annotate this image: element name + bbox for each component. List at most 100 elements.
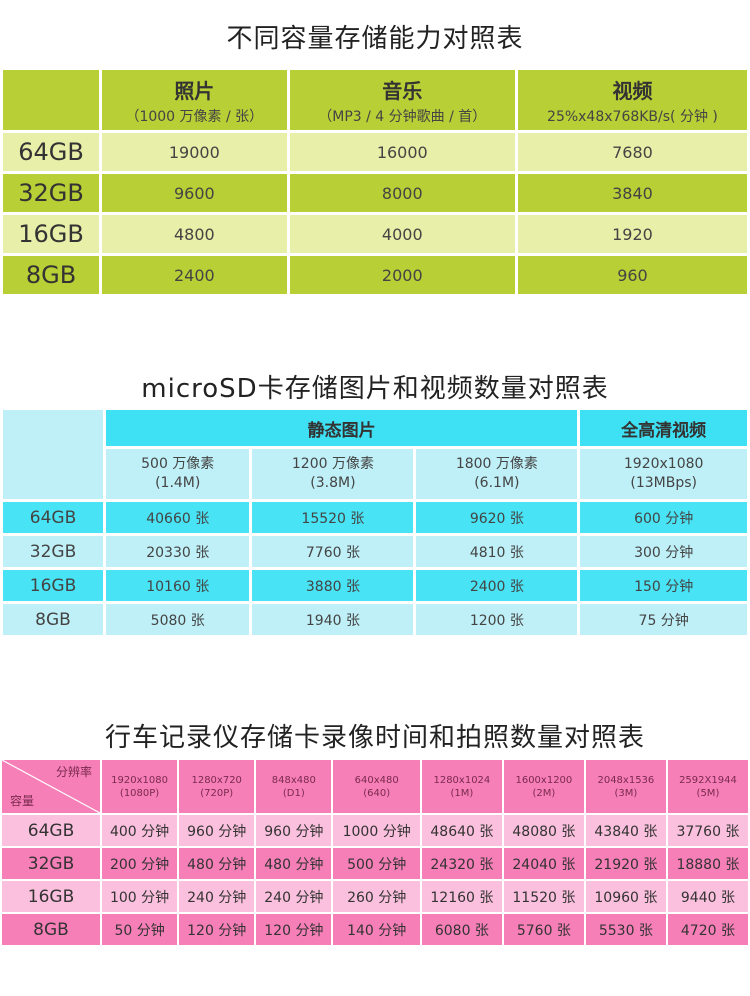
table-cell: 12160 张 xyxy=(421,881,502,912)
section2-title: microSD卡存储图片和视频数量对照表 xyxy=(141,374,609,404)
table-row: 8GB 50 分钟 120 分钟 120 分钟 140 分钟 6080 张 57… xyxy=(2,914,748,945)
table-row: 16GB 10160 张 3880 张 2400 张 150 分钟 xyxy=(3,570,747,601)
header-corner: 分辨率 容量 xyxy=(2,760,100,813)
header-video: 视频 25%x48x768KB/s( 分钟 ) xyxy=(517,70,747,130)
table-cell: 10960 张 xyxy=(585,881,666,912)
table-cell: 16000 xyxy=(289,133,515,171)
table-cell: 140 分钟 xyxy=(333,914,420,945)
table-cell: 1200 张 xyxy=(416,604,578,635)
header-fullhd-video: 全高清视频 xyxy=(580,410,747,446)
table-cell: 300 分钟 xyxy=(580,536,747,567)
table-cell: 2400 xyxy=(102,256,287,294)
table-cell: 200 分钟 xyxy=(102,848,178,879)
table-cell: 240 分钟 xyxy=(179,881,255,912)
capacity-cell: 16GB xyxy=(3,570,103,601)
header-music: 音乐 （MP3 / 4 分钟歌曲 / 首） xyxy=(289,70,515,130)
table-cell: 6080 张 xyxy=(421,914,502,945)
diagonal-divider xyxy=(2,760,100,813)
table-cell: 3840 xyxy=(517,174,747,212)
table-cell: 21920 张 xyxy=(585,848,666,879)
table-header-row: 分辨率 容量 1920x1080 (1080P) 1280x720 (720P) 8… xyxy=(2,760,748,813)
table-cell: 960 分钟 xyxy=(179,815,255,846)
table-cell: 5530 张 xyxy=(585,914,666,945)
capacity-cell: 32GB xyxy=(3,174,99,212)
corner-label-resolution: 分辨率 xyxy=(55,765,92,779)
table-cell: 960 xyxy=(517,256,747,294)
table-cell: 4800 xyxy=(102,215,287,253)
table-row: 64GB 40660 张 15520 张 9620 张 600 分钟 xyxy=(3,502,747,533)
table-cell: 4000 xyxy=(289,215,515,253)
table-cell: 24320 张 xyxy=(421,848,502,879)
table-row: 64GB 400 分钟 960 分钟 960 分钟 1000 分钟 48640 … xyxy=(2,815,748,846)
table-cell: 7680 xyxy=(517,133,747,171)
header-resolution: 640x480 (640) xyxy=(333,760,420,813)
table-cell: 1920 xyxy=(517,215,747,253)
corner-label-capacity: 容量 xyxy=(10,794,35,808)
header-still-photos: 静态图片 xyxy=(106,410,578,446)
table-cell: 4810 张 xyxy=(416,536,578,567)
table-cell: 8000 xyxy=(289,174,515,212)
table-header-row: 静态图片 全高清视频 xyxy=(3,410,747,499)
table-cell: 480 分钟 xyxy=(179,848,255,879)
microsd-table: 静态图片 全高清视频 500 万像素 (1.4M) 1200 万像素 (3.8M) … xyxy=(0,407,750,638)
header-photo: 照片 （1000 万像素 / 张） xyxy=(102,70,287,130)
table-header-row: 照片 （1000 万像素 / 张） 音乐 （MP3 / 4 分钟歌曲 / 首） 视频… xyxy=(3,70,747,130)
table-row: 32GB 20330 张 7760 张 4810 张 300 分钟 xyxy=(3,536,747,567)
table-cell: 600 分钟 xyxy=(580,502,747,533)
table-cell: 9440 张 xyxy=(667,881,748,912)
section3-title: 行车记录仪存储卡录像时间和拍照数量对照表 xyxy=(104,723,645,753)
capacity-cell: 8GB xyxy=(3,256,99,294)
table-cell: 150 分钟 xyxy=(580,570,747,601)
table-cell: 18880 张 xyxy=(667,848,748,879)
header-resolution: 1280x720 (720P) xyxy=(179,760,255,813)
capacity-cell: 8GB xyxy=(2,914,100,945)
subheader-cell: 1800 万像素 (6.1M) xyxy=(416,449,578,499)
header-resolution: 2048x1536 (3M) xyxy=(585,760,666,813)
table-cell: 3880 张 xyxy=(252,570,414,601)
table-cell: 1000 分钟 xyxy=(333,815,420,846)
header-resolution: 2592X1944 (5M) xyxy=(667,760,748,813)
table-cell: 24040 张 xyxy=(503,848,584,879)
table-cell: 1940 张 xyxy=(252,604,414,635)
table-cell: 7760 张 xyxy=(252,536,414,567)
table-cell: 500 分钟 xyxy=(333,848,420,879)
table-cell: 19000 xyxy=(102,133,287,171)
header-resolution: 1280x1024 (1M) xyxy=(421,760,502,813)
table-cell: 37760 张 xyxy=(667,815,748,846)
table-cell: 4720 张 xyxy=(667,914,748,945)
dashcam-table: 分辨率 容量 1920x1080 (1080P) 1280x720 (720P) 8… xyxy=(0,758,750,947)
table-cell: 9600 xyxy=(102,174,287,212)
table-cell: 50 分钟 xyxy=(102,914,178,945)
table-cell: 15520 张 xyxy=(252,502,414,533)
table-cell: 20330 张 xyxy=(106,536,250,567)
capacity-cell: 16GB xyxy=(2,881,100,912)
table-cell: 960 分钟 xyxy=(256,815,332,846)
subheader-cell: 500 万像素 (1.4M) xyxy=(106,449,250,499)
capacity-cell: 32GB xyxy=(3,536,103,567)
table-cell: 48080 张 xyxy=(503,815,584,846)
table-cell: 5080 张 xyxy=(106,604,250,635)
capacity-cell: 64GB xyxy=(3,133,99,171)
table-cell: 240 分钟 xyxy=(256,881,332,912)
table-cell: 10160 张 xyxy=(106,570,250,601)
table-cell: 5760 张 xyxy=(503,914,584,945)
table-cell: 120 分钟 xyxy=(179,914,255,945)
table-cell: 120 分钟 xyxy=(256,914,332,945)
header-resolution: 1920x1080 (1080P) xyxy=(102,760,178,813)
table-cell: 100 分钟 xyxy=(102,881,178,912)
header-resolution: 848x480 (D1) xyxy=(256,760,332,813)
table-row: 8GB 5080 张 1940 张 1200 张 75 分钟 xyxy=(3,604,747,635)
header-corner xyxy=(3,410,103,499)
header-resolution: 1600x1200 (2M) xyxy=(503,760,584,813)
table-cell: 75 分钟 xyxy=(580,604,747,635)
table-cell: 48640 张 xyxy=(421,815,502,846)
subheader-cell: 1920x1080 (13MBps) xyxy=(580,449,747,499)
capacity-cell: 32GB xyxy=(2,848,100,879)
capacity-cell: 64GB xyxy=(2,815,100,846)
table-row: 8GB 2400 2000 960 xyxy=(3,256,747,294)
capacity-cell: 16GB xyxy=(3,215,99,253)
table-row: 32GB 9600 8000 3840 xyxy=(3,174,747,212)
table-cell: 260 分钟 xyxy=(333,881,420,912)
table-row: 32GB 200 分钟 480 分钟 480 分钟 500 分钟 24320 张… xyxy=(2,848,748,879)
subheader-cell: 1200 万像素 (3.8M) xyxy=(252,449,414,499)
